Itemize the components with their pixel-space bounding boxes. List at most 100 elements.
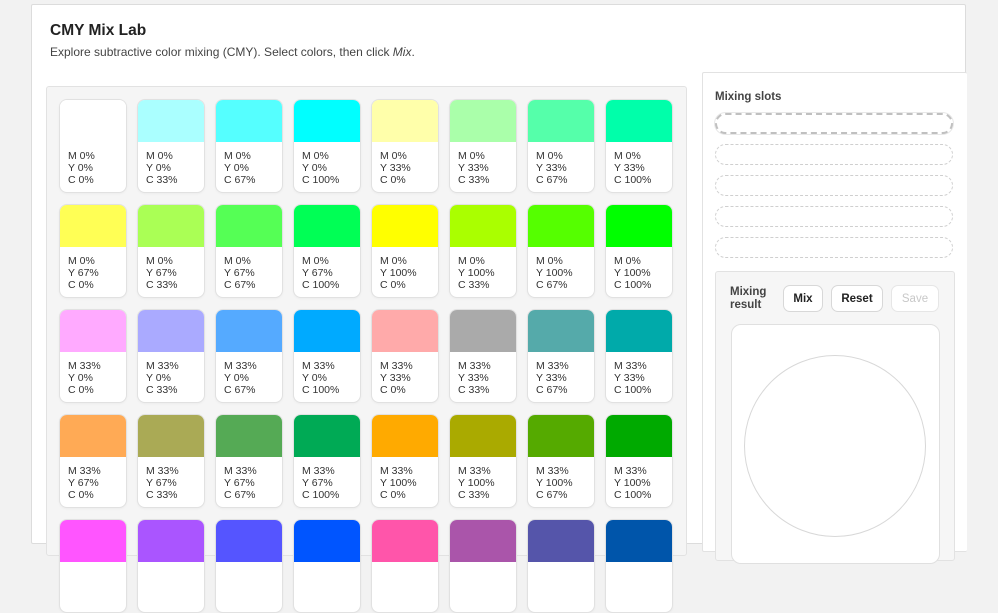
color-swatch[interactable]	[137, 519, 205, 613]
swatch-color-chip	[450, 205, 516, 247]
swatch-y-value: Y 67%	[224, 477, 255, 489]
swatch-color-chip	[450, 100, 516, 142]
color-swatch[interactable]	[293, 519, 361, 613]
swatch-y-value: Y 67%	[302, 477, 333, 489]
color-swatch[interactable]	[371, 519, 439, 613]
swatch-c-value: C 33%	[146, 279, 178, 291]
save-button[interactable]: Save	[891, 285, 939, 312]
color-swatch[interactable]	[605, 519, 673, 613]
color-swatch[interactable]: M 33% Y 33% C 0%	[371, 309, 439, 403]
swatch-c-value: C 100%	[302, 384, 340, 396]
swatch-y-value: Y 67%	[146, 267, 177, 279]
color-swatch[interactable]: M 33% Y 33% C 33%	[449, 309, 517, 403]
swatch-cmy-label: M 0% Y 100% C 100%	[606, 247, 672, 291]
color-swatch[interactable]: M 33% Y 0% C 67%	[215, 309, 283, 403]
swatch-c-value: C 0%	[380, 279, 406, 291]
color-swatch[interactable]: M 33% Y 0% C 33%	[137, 309, 205, 403]
swatch-cmy-label: M 0% Y 67% C 33%	[138, 247, 204, 291]
color-swatch[interactable]: M 0% Y 67% C 67%	[215, 204, 283, 298]
swatch-m-value: M 33%	[380, 465, 413, 477]
swatch-color-chip	[216, 205, 282, 247]
color-swatch[interactable]: M 0% Y 0% C 0%	[59, 99, 127, 193]
color-swatch[interactable]: M 0% Y 100% C 100%	[605, 204, 673, 298]
color-swatch[interactable]: M 33% Y 33% C 67%	[527, 309, 595, 403]
color-swatch[interactable]: M 33% Y 100% C 0%	[371, 414, 439, 508]
swatch-color-chip	[60, 310, 126, 352]
swatch-y-value: Y 33%	[458, 372, 489, 384]
swatch-cmy-label: M 0% Y 33% C 0%	[372, 142, 438, 186]
swatch-m-value: M 0%	[68, 255, 95, 267]
swatch-cmy-label: M 33% Y 100% C 67%	[528, 457, 594, 501]
swatch-c-value: C 0%	[380, 489, 406, 501]
swatch-c-value: C 0%	[68, 489, 94, 501]
mixing-result-box	[731, 324, 940, 564]
color-swatch[interactable]: M 0% Y 0% C 67%	[215, 99, 283, 193]
mixing-slot[interactable]	[715, 144, 953, 165]
swatch-color-chip	[450, 520, 516, 562]
swatch-color-chip	[60, 100, 126, 142]
color-swatch[interactable]	[59, 519, 127, 613]
app-window: CMY Mix Lab Explore subtractive color mi…	[31, 4, 967, 613]
color-swatch[interactable]: M 0% Y 0% C 100%	[293, 99, 361, 193]
color-palette: M 0% Y 0% C 0% M 0% Y 0% C 33% M 0% Y 0% C 67% M …	[46, 86, 687, 613]
color-swatch[interactable]: M 0% Y 100% C 33%	[449, 204, 517, 298]
color-swatch[interactable]: M 0% Y 100% C 0%	[371, 204, 439, 298]
color-swatch[interactable]: M 0% Y 33% C 0%	[371, 99, 439, 193]
mixing-slot[interactable]	[715, 175, 953, 196]
reset-button[interactable]: Reset	[831, 285, 883, 312]
color-swatch[interactable]: M 33% Y 67% C 0%	[59, 414, 127, 508]
mixing-slot[interactable]	[715, 237, 953, 258]
swatch-cmy-label: M 33% Y 100% C 33%	[450, 457, 516, 501]
color-swatch[interactable]: M 33% Y 0% C 0%	[59, 309, 127, 403]
color-swatch[interactable]	[215, 519, 283, 613]
swatch-color-chip	[606, 205, 672, 247]
swatch-cmy-label: M 0% Y 100% C 67%	[528, 247, 594, 291]
swatch-y-value: Y 67%	[224, 267, 255, 279]
color-swatch[interactable]: M 33% Y 0% C 100%	[293, 309, 361, 403]
color-swatch[interactable]: M 33% Y 100% C 67%	[527, 414, 595, 508]
mixing-sidebar: Mixing slots Mixing result Mix Reset Sav…	[702, 72, 967, 564]
swatch-cmy-label	[60, 562, 126, 570]
swatch-y-value: Y 0%	[68, 162, 93, 174]
color-swatch[interactable]: M 0% Y 67% C 33%	[137, 204, 205, 298]
swatch-m-value: M 0%	[614, 150, 641, 162]
color-swatch[interactable]: M 33% Y 33% C 100%	[605, 309, 673, 403]
color-swatch[interactable]: M 33% Y 100% C 33%	[449, 414, 517, 508]
color-swatch[interactable]: M 33% Y 67% C 67%	[215, 414, 283, 508]
swatch-cmy-label: M 0% Y 33% C 100%	[606, 142, 672, 186]
color-swatch[interactable]	[527, 519, 595, 613]
swatch-c-value: C 67%	[224, 279, 256, 291]
color-swatch[interactable]	[449, 519, 517, 613]
swatch-m-value: M 0%	[224, 150, 251, 162]
swatch-cmy-label: M 33% Y 33% C 33%	[450, 352, 516, 396]
color-swatch[interactable]: M 0% Y 33% C 67%	[527, 99, 595, 193]
swatch-c-value: C 67%	[536, 384, 568, 396]
swatch-c-value: C 67%	[536, 489, 568, 501]
color-swatch[interactable]: M 0% Y 33% C 33%	[449, 99, 517, 193]
mixing-result-panel: Mixing result Mix Reset Save	[715, 271, 955, 564]
swatch-color-chip	[60, 205, 126, 247]
swatch-y-value: Y 33%	[614, 162, 645, 174]
color-swatch[interactable]: M 0% Y 100% C 67%	[527, 204, 595, 298]
swatch-color-chip	[294, 100, 360, 142]
mixing-slot[interactable]	[715, 113, 953, 134]
color-swatch[interactable]: M 0% Y 0% C 33%	[137, 99, 205, 193]
color-swatch[interactable]: M 33% Y 67% C 100%	[293, 414, 361, 508]
swatch-cmy-label: M 0% Y 33% C 67%	[528, 142, 594, 186]
mix-button[interactable]: Mix	[783, 285, 823, 312]
swatch-color-chip	[606, 520, 672, 562]
swatch-color-chip	[60, 415, 126, 457]
swatch-color-chip	[216, 100, 282, 142]
swatch-c-value: C 100%	[614, 174, 652, 186]
color-swatch[interactable]: M 0% Y 33% C 100%	[605, 99, 673, 193]
page-subtitle: Explore subtractive color mixing (CMY). …	[50, 45, 415, 59]
color-swatch[interactable]: M 0% Y 67% C 100%	[293, 204, 361, 298]
swatch-y-value: Y 0%	[68, 372, 93, 384]
swatch-cmy-label: M 33% Y 67% C 67%	[216, 457, 282, 501]
swatch-color-chip	[450, 310, 516, 352]
color-swatch[interactable]: M 33% Y 67% C 33%	[137, 414, 205, 508]
mixing-slot[interactable]	[715, 206, 953, 227]
swatch-m-value: M 0%	[536, 150, 563, 162]
color-swatch[interactable]: M 33% Y 100% C 100%	[605, 414, 673, 508]
color-swatch[interactable]: M 0% Y 67% C 0%	[59, 204, 127, 298]
